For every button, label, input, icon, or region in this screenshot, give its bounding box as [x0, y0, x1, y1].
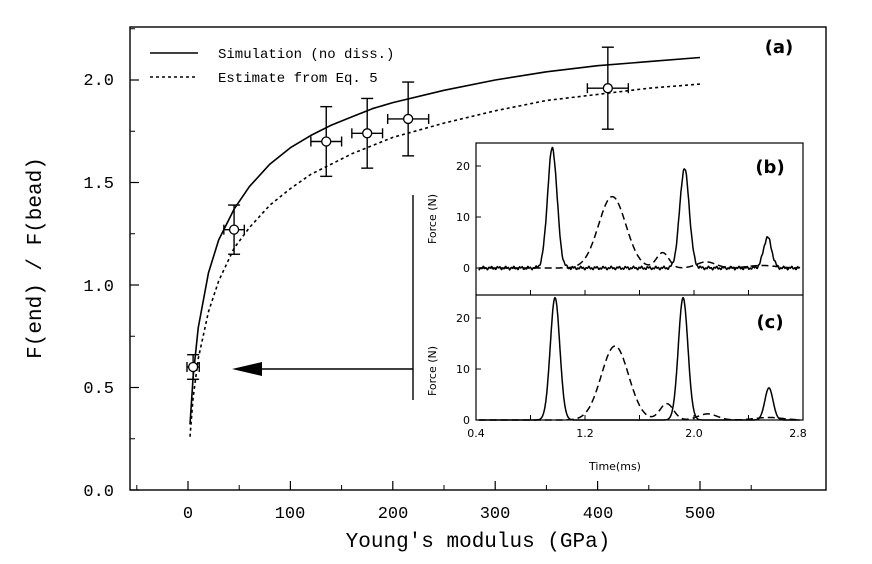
y-tick-label: 0.5	[83, 380, 114, 399]
y-tick-label: 2.0	[83, 72, 114, 91]
inset-axis-ticks	[475, 165, 804, 421]
legend-label: Estimate from Eq. 5	[218, 71, 378, 87]
panel-label-a: (a)	[765, 37, 794, 58]
main-datapoints-group	[186, 46, 630, 380]
data-point	[386, 81, 430, 157]
c-x-tick-label: 2.0	[685, 427, 703, 440]
b-y-tick-label: 0	[463, 262, 470, 275]
main-axis-ticks	[130, 28, 752, 491]
b-y-axis-label: Force (N)	[426, 194, 439, 244]
c-y-axis-label: Force (N)	[426, 346, 439, 396]
c-x-tick-label: 2.8	[789, 427, 807, 440]
legend: Simulation (no diss.) Estimate from Eq. …	[150, 47, 394, 87]
data-point-marker	[403, 113, 414, 125]
data-point	[310, 105, 343, 178]
main-plot-frame	[129, 26, 827, 491]
x-tick-label: 100	[275, 505, 306, 524]
pointer-arrow	[232, 195, 414, 400]
x-tick-label: 500	[685, 505, 716, 524]
y-tick-label: 1.5	[83, 175, 114, 194]
inset-series-group	[478, 146, 801, 421]
b-y-tick-label: 10	[456, 211, 470, 224]
panel-label-b: (b)	[755, 157, 784, 178]
data-point	[586, 46, 630, 130]
estimate-curve	[189, 83, 701, 437]
b-solid-curve	[478, 146, 801, 271]
x-tick-label: 400	[583, 505, 614, 524]
c-x-axis-label: Time(ms)	[588, 460, 641, 473]
c-x-tick-label: 0.4	[467, 427, 485, 440]
y-tick-label: 0.0	[83, 483, 114, 502]
data-point	[223, 204, 246, 255]
data-point-marker	[187, 361, 199, 373]
data-point-marker	[602, 83, 613, 94]
data-point-marker	[362, 128, 373, 139]
c-x-tick-label: 1.2	[576, 427, 594, 440]
data-point-marker	[321, 136, 332, 147]
c-y-tick-label: 10	[456, 363, 470, 376]
main-panel: 0 100 200 300 400 500 0.0 0.5 1.0 1.5 2.…	[25, 26, 827, 554]
inset-panels: 0 10 20 0 10 20 0.4 1.2 2.0 2.8 Time(ms)…	[426, 142, 807, 473]
c-y-tick-label: 0	[463, 414, 470, 427]
data-point	[186, 354, 200, 380]
legend-label: Simulation (no diss.)	[218, 47, 394, 63]
y-tick-label: 1.0	[83, 278, 114, 297]
x-axis-label: Young's modulus (GPa)	[346, 531, 611, 554]
y-axis-label: F(end) / F(bead)	[25, 157, 48, 359]
inset-frame	[475, 142, 804, 421]
simulation-curve	[189, 56, 701, 425]
b-y-tick-label: 20	[456, 160, 470, 173]
x-tick-label: 200	[378, 505, 409, 524]
main-series-group	[189, 56, 701, 437]
c-y-tick-label: 20	[456, 312, 470, 325]
arrowhead	[232, 362, 262, 376]
x-tick-label: 300	[480, 505, 511, 524]
data-point	[351, 97, 384, 169]
data-point-marker	[228, 224, 240, 235]
b-dashed-curve	[478, 195, 800, 269]
x-tick-label: 0	[183, 505, 193, 524]
panel-label-c: (c)	[756, 312, 783, 333]
c-dashed-curve	[478, 345, 800, 421]
